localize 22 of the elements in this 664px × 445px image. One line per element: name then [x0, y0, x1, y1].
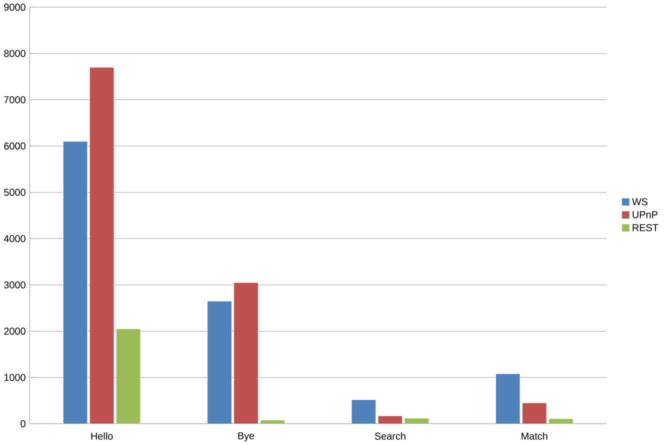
bar [351, 399, 376, 424]
y-tick-label: 5000 [4, 188, 26, 196]
x-tick-label: Search [374, 432, 406, 440]
legend-label: UPnP [632, 211, 658, 218]
y-tick-label: 4000 [4, 235, 26, 242]
bar [548, 418, 574, 424]
y-tick-label: 2000 [4, 328, 26, 335]
bar [496, 374, 520, 424]
legend-label: REST [632, 224, 658, 232]
x-tick-label: Hello [91, 432, 113, 440]
y-tick-label: 0 [20, 420, 26, 428]
y-tick-label: 9000 [4, 4, 26, 11]
bar [207, 300, 232, 424]
x-tick-label: Match [522, 432, 548, 440]
y-tick-label: 8000 [4, 50, 26, 58]
y-tick-label: 6000 [4, 142, 26, 150]
y-tick-label: 1000 [4, 374, 26, 382]
y-tick-label: 3000 [4, 281, 26, 288]
x-tick-label: Bye [238, 432, 254, 442]
y-tick-label: 7000 [4, 96, 26, 104]
legend-label: WS [632, 198, 648, 206]
bar [62, 141, 88, 424]
